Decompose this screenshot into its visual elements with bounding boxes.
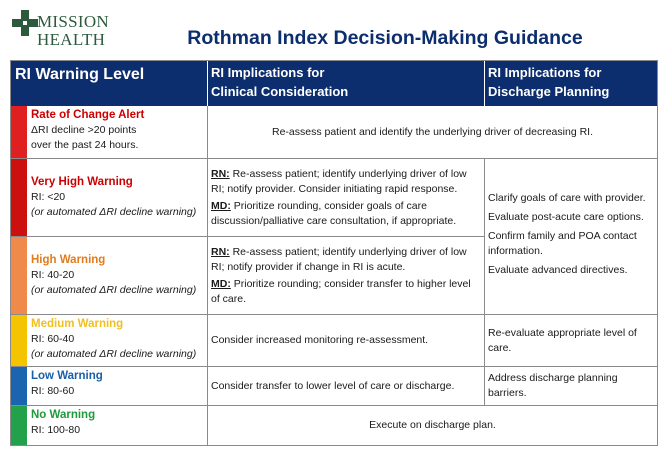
header-discharge-line2: Discharge Planning [488,84,610,99]
cross-logo-icon [12,10,38,36]
discharge-item: Clarify goals of care with provider. [488,192,646,204]
md-label: MD: [211,277,231,290]
discharge-cell: Re-evaluate appropriate level of care. [488,326,637,354]
level-title: High Warning [31,254,106,266]
level-cell: No Warning RI: 100-80 [27,406,208,445]
md-text: Prioritize rounding, consider goals of c… [211,199,457,227]
rn-guidance: RN: Re-assess patient; identify underlyi… [211,245,481,275]
level-range: RI: 60-40 [31,333,75,345]
table-row-none: No Warning RI: 100-80 Execute on dischar… [11,406,657,445]
clinical-cell: Execute on discharge plan. [369,419,496,431]
level-title: Rate of Change Alert [31,109,145,121]
table-header: RI Warning Level RI Implications for Cli… [11,61,657,106]
level-cell: High Warning RI: 40-20 (or automated ΔRI… [27,237,208,314]
table-row-high: High Warning RI: 40-20 (or automated ΔRI… [11,237,657,314]
clinical-cell: RN: Re-assess patient; identify underlyi… [208,159,485,236]
level-color-bar [11,315,27,366]
clinical-cell: Re-assess patient and identify the under… [271,125,593,138]
level-color-bar [11,106,27,158]
level-color-bar [11,367,27,405]
rn-label: RN: [211,167,230,180]
level-range: RI: 100-80 [31,424,81,436]
level-title: Very High Warning [31,176,133,188]
logo-line2: HEALTH [37,30,106,49]
header-clinical-line1: RI Implications for [211,65,325,80]
rn-text: Re-assess patient; identify underlying d… [211,167,467,195]
level-range: RI: 80-60 [31,385,75,397]
header-discharge: RI Implications for Discharge Planning [485,61,657,106]
table-row-rate-of-change: Rate of Change Alert ΔRI decline >20 poi… [11,106,657,158]
level-cell: Very High Warning RI: <20 (or automated … [27,159,208,236]
table-row-low: Low Warning RI: 80-60 Consider transfer … [11,367,657,405]
level-range: RI: 40-20 [31,269,75,281]
logo-line1: MISSION [37,12,110,31]
md-guidance: MD: Prioritize rounding; consider transf… [211,277,481,307]
level-note: (or automated ΔRI decline warning) [31,284,197,296]
discharge-item: Confirm family and POA contact informati… [488,230,637,257]
clinical-cell: Consider transfer to lower level of care… [208,367,485,405]
row-divider [11,158,657,159]
row-divider [11,405,657,406]
discharge-cell: Address discharge planning barriers. [488,372,618,399]
table-row-medium: Medium Warning RI: 60-40 (or automated Δ… [11,315,657,366]
table-row-very-high: Very High Warning RI: <20 (or automated … [11,159,657,236]
header-clinical: RI Implications for Clinical Considerati… [208,61,485,106]
level-note: (or automated ΔRI decline warning) [31,206,197,218]
discharge-item: Evaluate post-acute care options. [488,211,644,223]
clinical-cell: Consider increased monitoring re-assessm… [208,315,485,366]
level-cell: Low Warning RI: 80-60 [27,367,208,405]
clinical-cell: RN: Re-assess patient; identify underlyi… [208,237,485,314]
discharge-merged-cell: Clarify goals of care with provider. Eva… [485,159,657,314]
page-title: Rothman Index Decision-Making Guidance [187,27,583,49]
level-color-bar [11,237,27,314]
row-divider [11,236,485,237]
guidance-table: RI Warning Level RI Implications for Cli… [10,60,658,446]
rn-guidance: RN: Re-assess patient; identify underlyi… [211,167,481,197]
header-clinical-line2: Clinical Consideration [211,84,349,99]
discharge-item: Evaluate advanced directives. [488,264,628,276]
row-divider [11,366,657,367]
level-color-bar [11,406,27,445]
logo-text: MISSION HEALTH [37,13,109,49]
level-range-line2: over the past 24 hours. [31,139,139,151]
level-cell: Medium Warning RI: 60-40 (or automated Δ… [27,315,208,366]
level-cell: Rate of Change Alert ΔRI decline >20 poi… [27,106,208,158]
row-divider [11,314,657,315]
header-warning-level: RI Warning Level [11,61,208,106]
mission-health-logo: MISSION HEALTH [12,8,122,56]
level-title: Low Warning [31,370,103,382]
level-title: No Warning [31,409,96,421]
rn-text: Re-assess patient; identify underlying d… [211,245,467,273]
level-note: (or automated ΔRI decline warning) [31,348,197,360]
level-range: RI: <20 [31,191,66,203]
level-range-line1: ΔRI decline >20 points [31,124,137,136]
level-title: Medium Warning [31,318,124,330]
md-guidance: MD: Prioritize rounding, consider goals … [211,199,481,229]
rn-label: RN: [211,245,230,258]
md-label: MD: [211,199,231,212]
header-discharge-line1: RI Implications for [488,65,602,80]
md-text: Prioritize rounding; consider transfer t… [211,277,471,305]
level-color-bar [11,159,27,236]
